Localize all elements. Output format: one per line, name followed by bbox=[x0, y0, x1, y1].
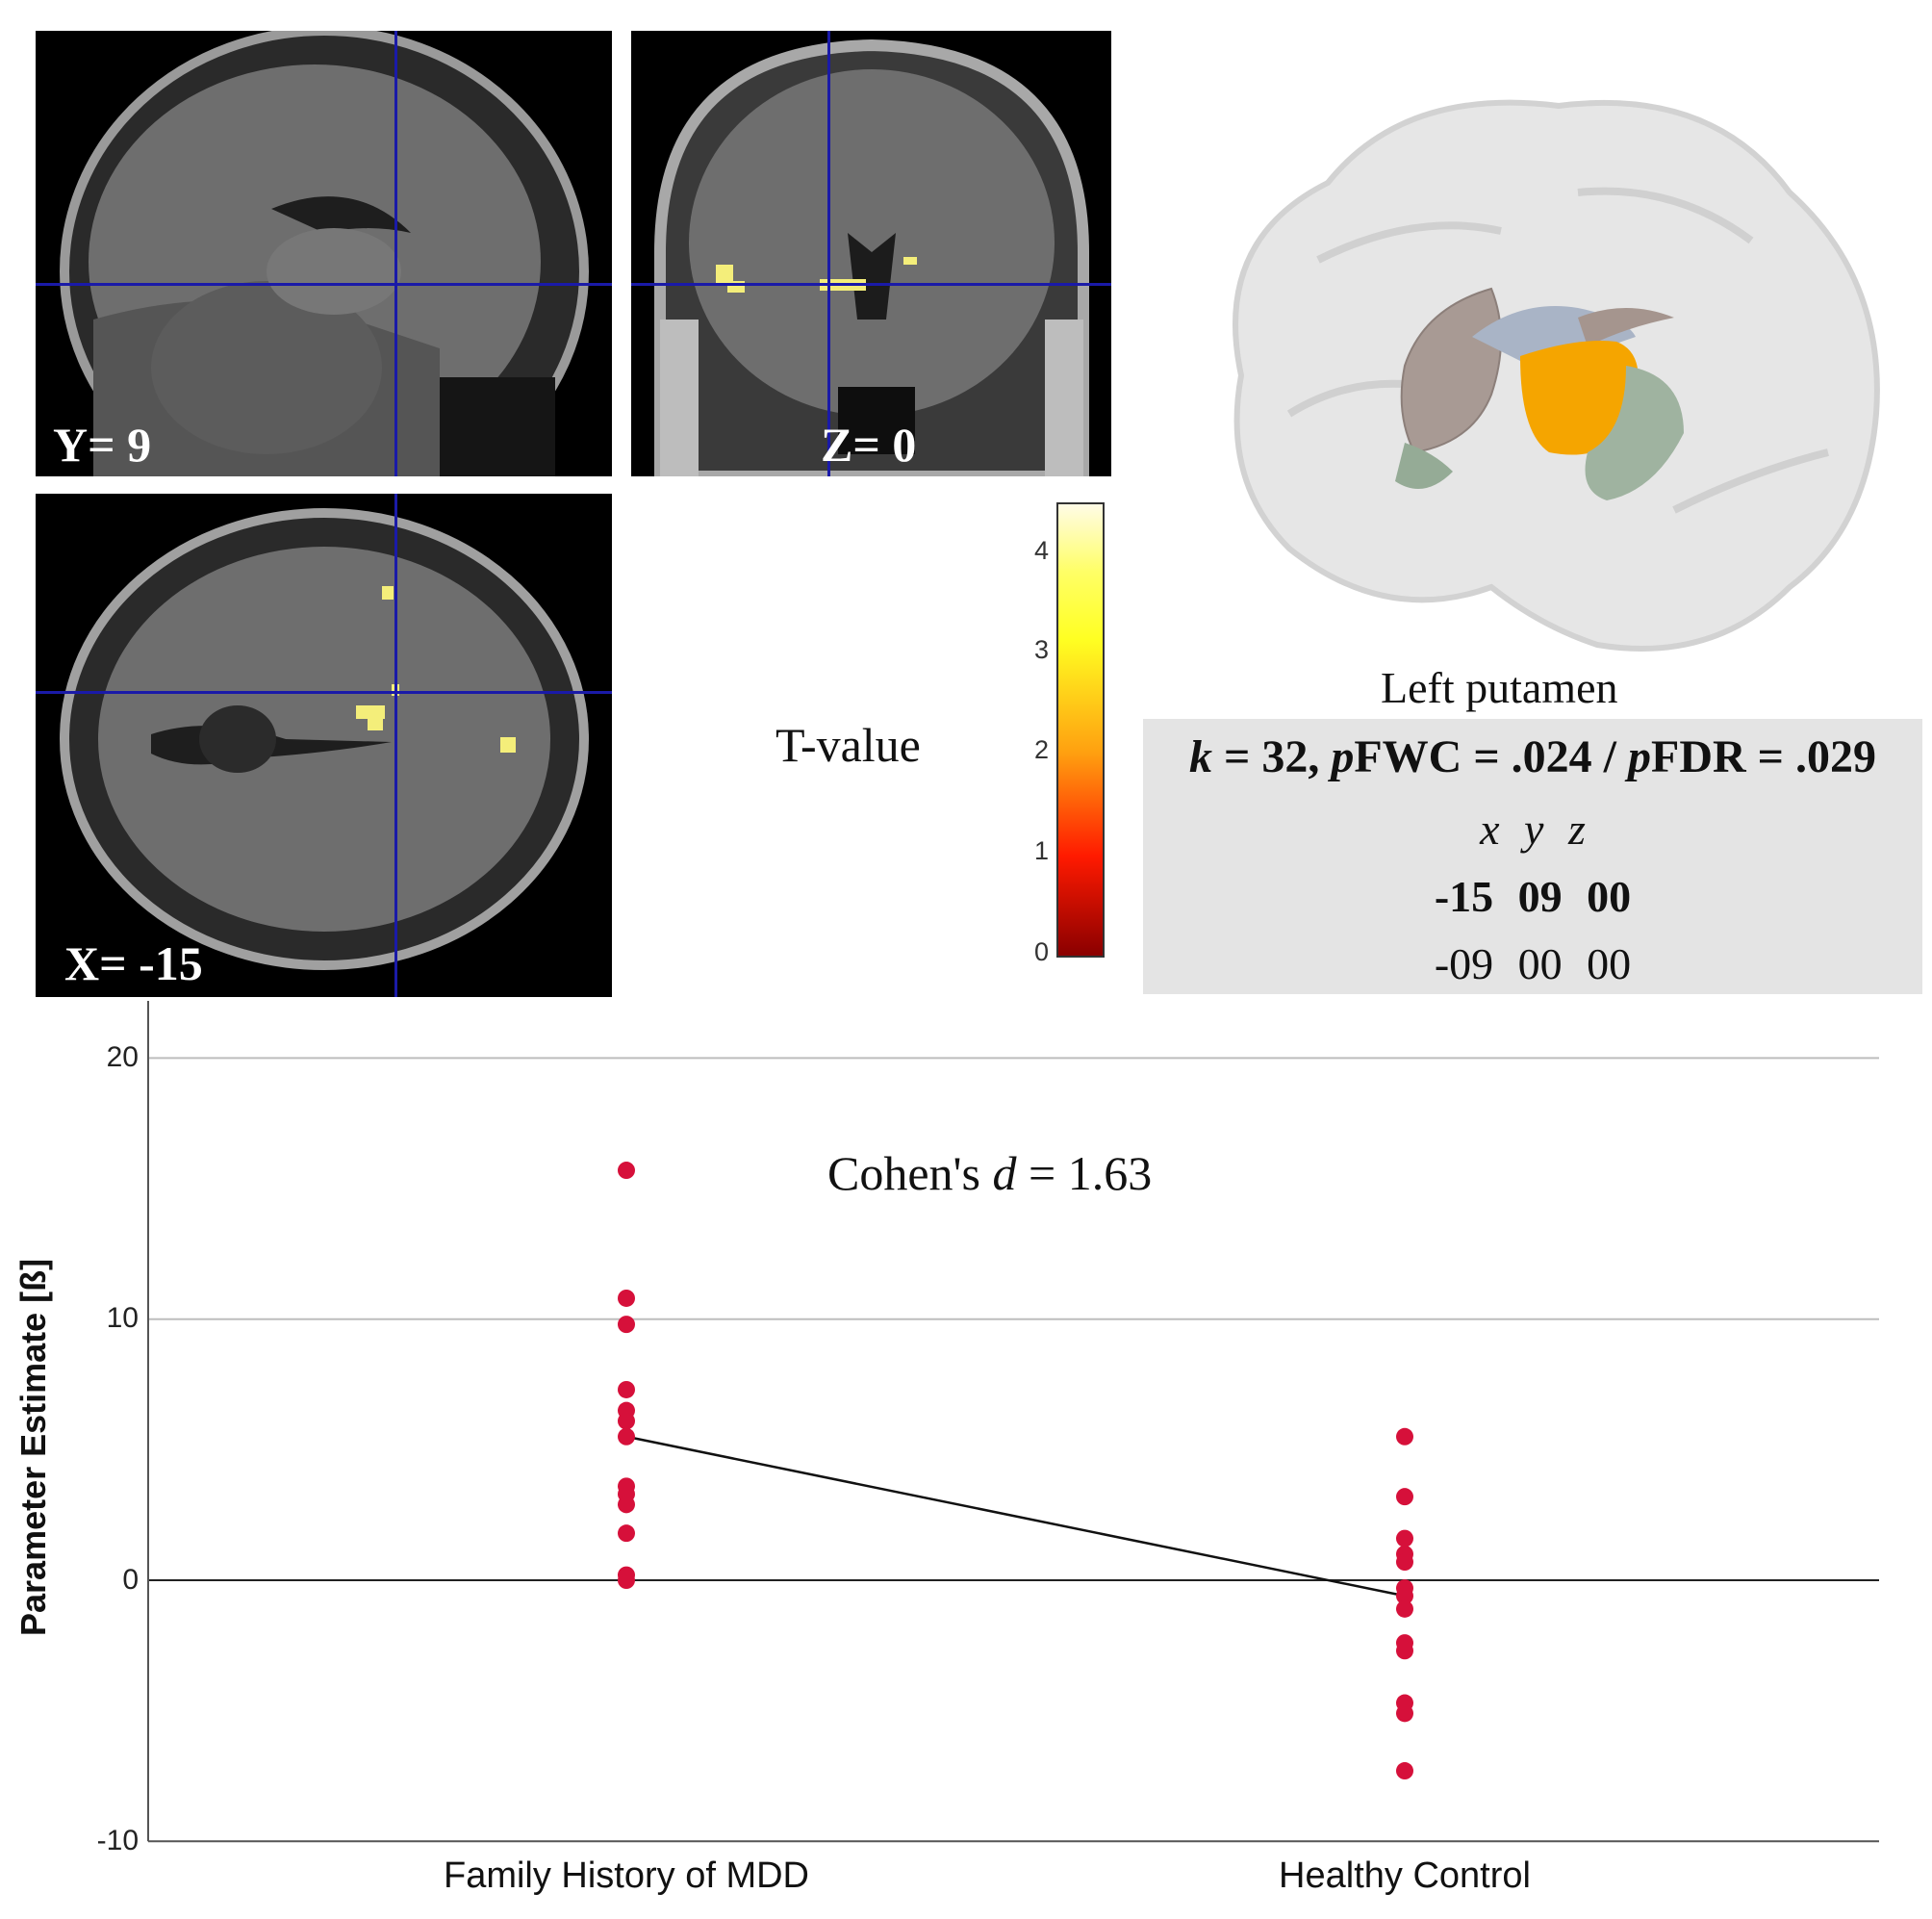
activation-cluster bbox=[500, 737, 516, 753]
colorbar bbox=[1056, 502, 1105, 958]
stats-box: k = 32, pFWC = .024 / pFDR = .029 x y z … bbox=[1143, 719, 1922, 994]
data-point bbox=[618, 1524, 635, 1543]
y-axis-label: Parameter Estimate [ß] bbox=[13, 1258, 53, 1636]
slice-label-coronal: Z= 0 bbox=[821, 418, 917, 472]
mri-coronal-panel: Z= 0 bbox=[631, 31, 1111, 476]
activation-cluster bbox=[368, 717, 383, 730]
x-category-label: Healthy Control bbox=[1279, 1855, 1531, 1896]
crosshair-horizontal bbox=[36, 691, 612, 694]
y-tick: -10 bbox=[96, 1825, 139, 1856]
colorbar-tick: 2 bbox=[1033, 735, 1049, 764]
colorbar-tick: 3 bbox=[1033, 635, 1049, 664]
data-point bbox=[618, 1412, 635, 1430]
chart-plot-area bbox=[147, 992, 1879, 1843]
data-point bbox=[618, 1427, 635, 1446]
colorbar-label: T-value bbox=[775, 718, 921, 772]
data-point bbox=[1396, 1488, 1413, 1506]
slice-label-axial: X= -15 bbox=[64, 936, 203, 990]
coord-headers: x y z bbox=[1480, 805, 1586, 854]
x-category-label: Family History of MDD bbox=[443, 1855, 810, 1896]
brain-axial-icon bbox=[60, 508, 589, 970]
colorbar-tick: 4 bbox=[1033, 536, 1049, 565]
data-point bbox=[1396, 1642, 1413, 1660]
region-label: Left putamen bbox=[1381, 663, 1618, 712]
data-point bbox=[1396, 1587, 1413, 1605]
y-tick: 20 bbox=[106, 1041, 139, 1073]
brain-3d-icon bbox=[1233, 99, 1880, 652]
brain-sagittal-icon bbox=[60, 31, 589, 476]
activation-cluster bbox=[716, 265, 733, 284]
activation-cluster bbox=[903, 257, 917, 265]
data-point bbox=[618, 1572, 635, 1589]
scatter-chart: Parameter Estimate [ß] 20 10 0 -10 Cohen… bbox=[0, 992, 1932, 1914]
activation-cluster bbox=[382, 586, 394, 600]
mri-sagittal-panel: Y= 9 bbox=[36, 31, 612, 476]
crosshair-vertical bbox=[394, 494, 397, 997]
colorbar-tick: 1 bbox=[1033, 836, 1049, 865]
y-tick: 0 bbox=[122, 1564, 139, 1596]
crosshair-vertical bbox=[827, 31, 830, 476]
cluster-stats: k = 32, pFWC = .024 / pFDR = .029 bbox=[1188, 731, 1877, 782]
mean-line bbox=[625, 1435, 1406, 1598]
crosshair-horizontal bbox=[631, 283, 1111, 286]
data-point bbox=[1396, 1553, 1413, 1572]
mri-axial-panel: X= -15 bbox=[36, 494, 612, 997]
colorbar-tick: 0 bbox=[1033, 937, 1049, 966]
brain-3d-render bbox=[1174, 48, 1905, 664]
slice-label-sagittal: Y= 9 bbox=[53, 418, 152, 472]
data-point bbox=[618, 1289, 635, 1307]
data-point bbox=[1396, 1427, 1413, 1446]
data-point bbox=[618, 1380, 635, 1398]
data-point bbox=[618, 1162, 635, 1180]
data-point bbox=[1396, 1529, 1413, 1548]
y-tick: 10 bbox=[106, 1302, 139, 1334]
data-point bbox=[618, 1496, 635, 1514]
brain-coronal-icon bbox=[654, 38, 1089, 476]
crosshair-horizontal bbox=[36, 283, 612, 286]
peak-coordinates: -15 09 00 bbox=[1434, 872, 1632, 921]
secondary-coordinates: -09 00 00 bbox=[1434, 939, 1632, 988]
crosshair-vertical bbox=[394, 31, 397, 476]
data-point bbox=[1396, 1704, 1413, 1723]
data-point bbox=[618, 1316, 635, 1334]
data-point bbox=[1396, 1762, 1413, 1780]
data-point bbox=[1396, 1599, 1413, 1618]
cohens-d-annotation: Cohen's d = 1.63 bbox=[827, 1146, 1153, 1200]
activation-cluster bbox=[356, 705, 385, 719]
